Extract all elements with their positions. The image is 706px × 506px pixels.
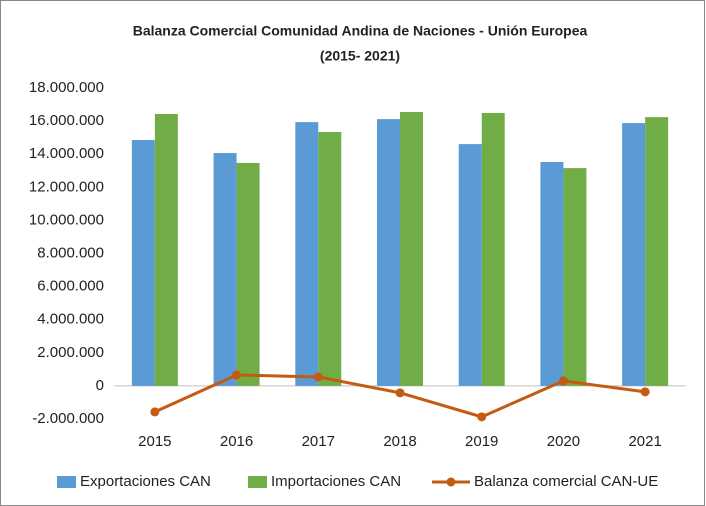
line-point <box>150 407 160 417</box>
chart-subtitle: (2015- 2021) <box>320 48 400 64</box>
bar <box>481 112 505 386</box>
x-tick-label: 2015 <box>138 433 171 450</box>
line-point <box>477 412 487 422</box>
y-tick-label: 14.000.000 <box>29 145 104 162</box>
legend-label: Exportaciones CAN <box>80 473 211 490</box>
bar <box>318 132 342 386</box>
bar <box>131 139 155 386</box>
y-tick-label: 18.000.000 <box>29 79 104 96</box>
bar <box>213 153 237 386</box>
y-tick-label: 16.000.000 <box>29 112 104 129</box>
y-tick-label: 4.000.000 <box>37 311 104 328</box>
bar <box>400 111 423 386</box>
bar <box>540 161 564 386</box>
line-point <box>640 387 650 397</box>
line-point <box>395 388 405 398</box>
line-point <box>313 372 323 382</box>
bar <box>563 168 587 386</box>
y-tick-label: -2.000.000 <box>32 410 104 427</box>
bar <box>458 144 482 386</box>
y-tick-label: 6.000.000 <box>37 278 104 295</box>
bar <box>622 123 646 386</box>
x-tick-label: 2018 <box>383 433 416 450</box>
legend-swatch <box>248 476 267 488</box>
legend-swatch <box>446 477 456 487</box>
y-tick-label: 0 <box>96 377 104 394</box>
y-tick-label: 8.000.000 <box>37 244 104 261</box>
chart-title: Balanza Comercial Comunidad Andina de Na… <box>133 23 588 39</box>
legend-label: Balanza comercial CAN-UE <box>474 473 658 490</box>
bar <box>295 122 319 386</box>
x-tick-label: 2017 <box>302 433 335 450</box>
bar <box>645 117 669 386</box>
bar <box>377 119 400 386</box>
y-tick-label: 10.000.000 <box>29 211 104 228</box>
y-tick-label: 2.000.000 <box>37 344 104 361</box>
x-tick-label: 2016 <box>220 433 253 450</box>
y-tick-label: 12.000.000 <box>29 178 104 195</box>
legend-label: Importaciones CAN <box>271 473 401 490</box>
legend-swatch <box>57 476 76 488</box>
line-point <box>558 376 568 386</box>
x-tick-label: 2021 <box>628 433 661 450</box>
x-tick-label: 2019 <box>465 433 498 450</box>
line-point <box>232 370 242 380</box>
x-tick-label: 2020 <box>547 433 580 450</box>
bar <box>236 162 260 386</box>
bar <box>154 113 178 386</box>
